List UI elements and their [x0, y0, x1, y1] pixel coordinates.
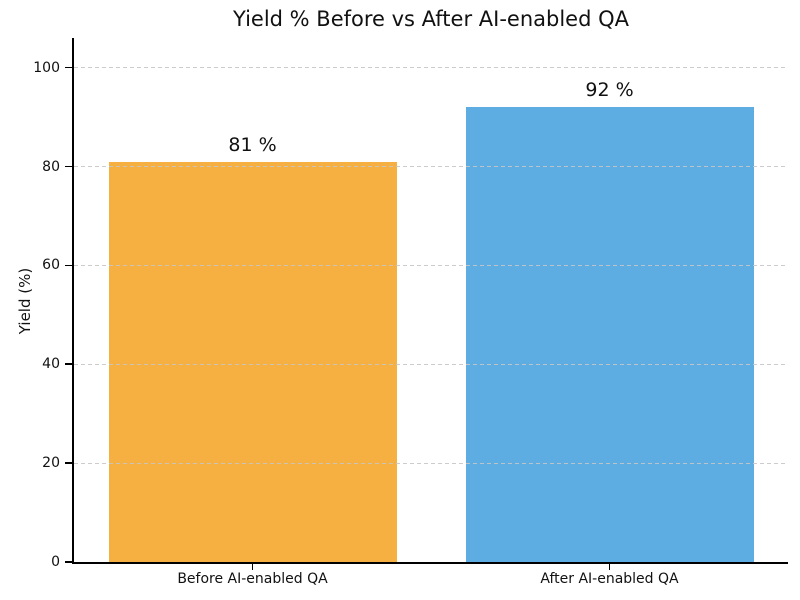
bar-value-label-before-ai-enabled-qa: 81 % — [228, 133, 277, 156]
y-tick-label-60: 60 — [42, 257, 60, 274]
y-tick-label-0: 0 — [51, 554, 60, 570]
x-tick-mark-after-ai-enabled-qa — [608, 564, 611, 570]
y-tick-mark-80 — [65, 165, 72, 168]
bar-after-ai-enabled-qa — [465, 107, 754, 562]
y-tick-label-100: 100 — [33, 59, 60, 76]
chart-title: Yield % Before vs After AI-enabled QA — [232, 7, 629, 31]
y-tick-mark-40 — [65, 363, 72, 366]
gridline-y-60 — [74, 264, 788, 266]
plot-area: 81 % 92 % — [74, 38, 788, 562]
x-axis-spine — [72, 562, 788, 564]
y-tick-mark-60 — [65, 264, 72, 267]
bar-value-label-after-ai-enabled-qa: 92 % — [585, 79, 634, 102]
y-axis-spine — [72, 38, 74, 564]
x-tick-label-after-ai-enabled-qa: After AI-enabled QA — [540, 571, 679, 587]
y-tick-label-20: 20 — [42, 455, 60, 472]
bar-before-ai-enabled-qa — [108, 161, 397, 562]
y-tick-mark-100 — [65, 66, 72, 69]
x-tick-mark-before-ai-enabled-qa — [251, 564, 254, 570]
gridline-y-100 — [74, 67, 788, 69]
y-tick-label-40: 40 — [42, 356, 60, 373]
gridline-y-20 — [74, 462, 788, 464]
x-tick-label-before-ai-enabled-qa: Before AI-enabled QA — [177, 571, 328, 587]
gridline-y-80 — [74, 166, 788, 168]
y-tick-mark-20 — [65, 462, 72, 464]
y-tick-label-80: 80 — [42, 158, 60, 175]
gridline-y-40 — [74, 363, 788, 365]
y-tick-mark-0 — [65, 561, 72, 563]
y-axis-label: Yield (%) — [16, 267, 34, 335]
